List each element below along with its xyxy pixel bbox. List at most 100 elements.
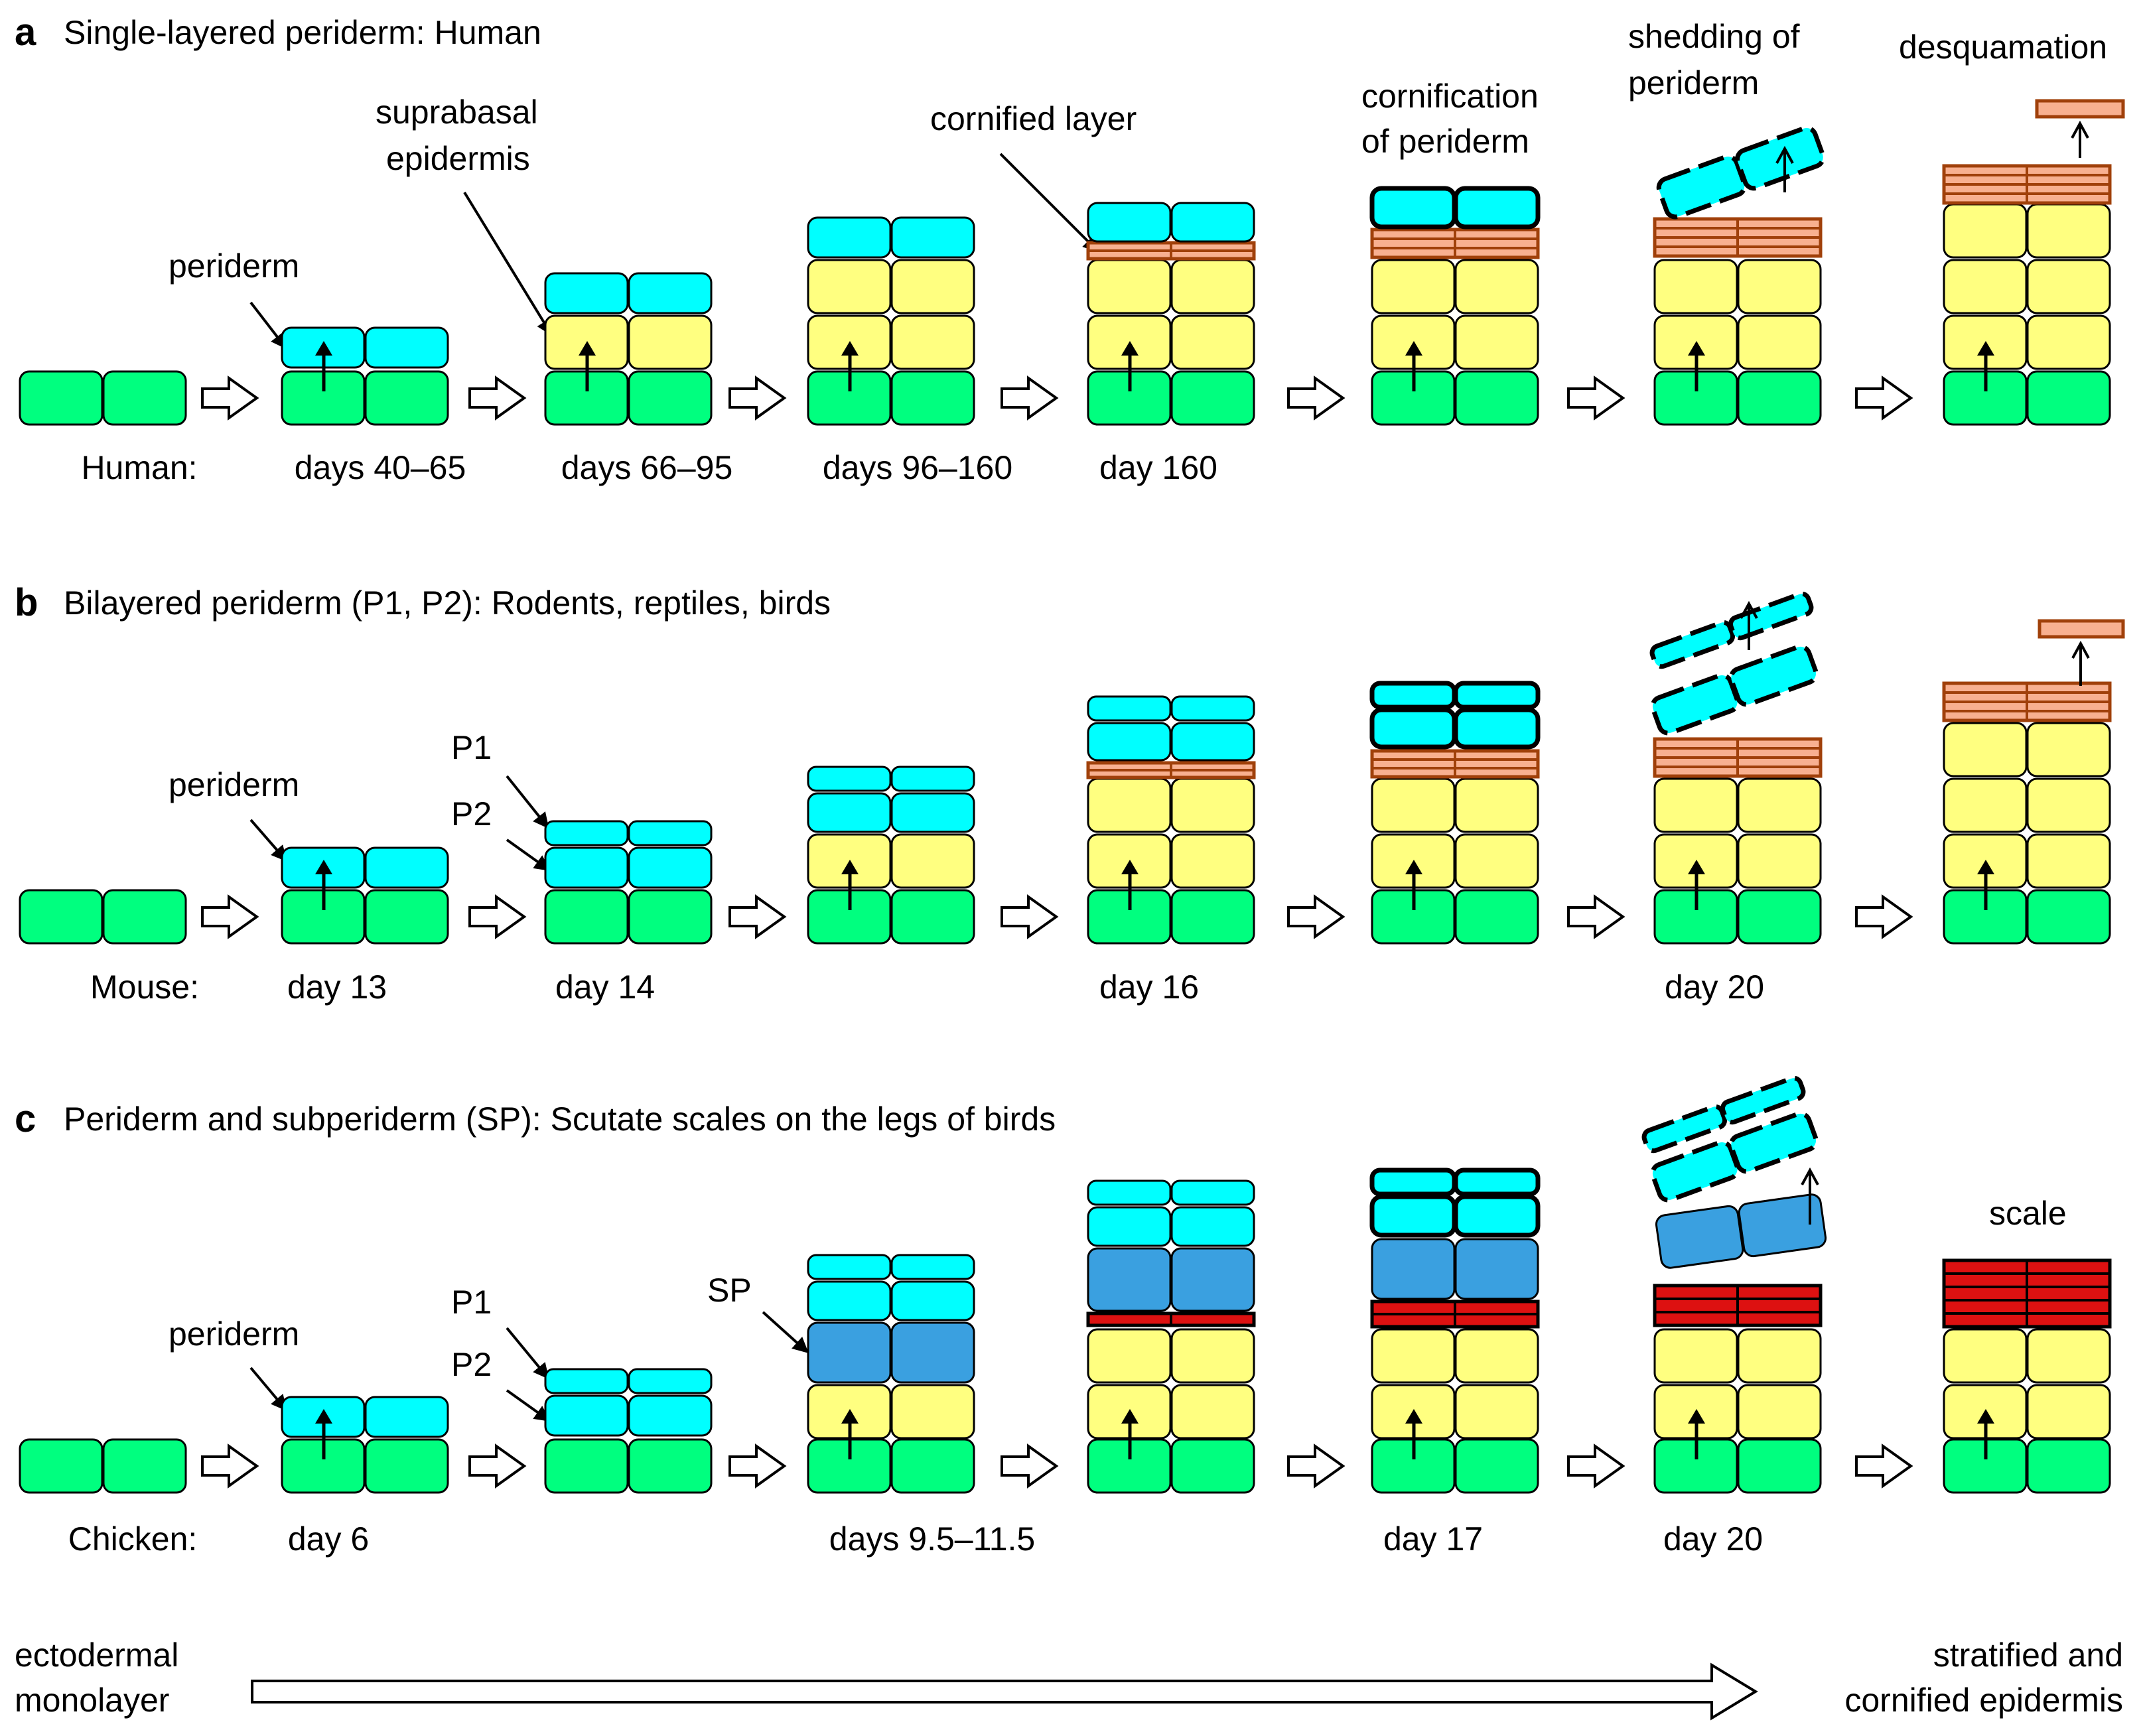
subperiderm-cell	[1087, 1247, 1172, 1312]
periderm-cell	[1087, 1206, 1172, 1247]
suprabasal-cell	[628, 314, 713, 370]
panel-c-stage-labels: Chicken: day 6 days 9.5–11.5 day 17 day …	[68, 1520, 1763, 1558]
sp-label: SP	[707, 1272, 752, 1309]
periderm-cell	[1453, 707, 1541, 750]
periderm-cell	[1656, 154, 1747, 220]
periderm-cell	[544, 846, 629, 889]
suprabasal-cell	[1170, 1384, 1255, 1439]
periderm-cell	[1453, 681, 1541, 710]
periderm-cell	[1170, 722, 1255, 762]
stage-arrow	[1287, 375, 1346, 421]
pointer-line	[463, 191, 553, 336]
periderm-cell	[544, 1394, 629, 1437]
footer-left-label: monolayer	[15, 1682, 169, 1719]
panel-b-annotations: periderm P1 P2	[169, 729, 551, 871]
basal-cell	[2026, 370, 2111, 426]
suprabasal-cell	[1737, 1328, 1822, 1384]
growth-arrowhead	[1405, 1409, 1422, 1424]
periderm-cell	[807, 1254, 892, 1280]
periderm-cell	[364, 326, 449, 369]
basal-cell	[19, 1438, 104, 1494]
species-label: Human:	[81, 449, 197, 486]
stage-label: day 20	[1665, 968, 1764, 1006]
periderm-cell	[1170, 202, 1255, 243]
basal-cell	[1170, 370, 1255, 426]
panel-c-stacks	[19, 1075, 2112, 1494]
pointer-line	[506, 1327, 549, 1380]
pointer-line	[999, 153, 1099, 253]
suprabasal-cell	[890, 833, 975, 889]
basal-cell	[890, 889, 975, 945]
growth-arrowhead	[841, 860, 859, 874]
suprabasal-cell	[1943, 1328, 2028, 1384]
periderm-cell	[1170, 695, 1255, 722]
basal-cell	[19, 370, 104, 426]
pointer-line	[249, 1367, 287, 1412]
suprabasal-cell	[2026, 203, 2111, 259]
stage-arrow	[728, 894, 787, 939]
stage-arrow	[201, 375, 259, 421]
periderm-cell	[628, 272, 713, 314]
basal-cell	[1737, 889, 1822, 945]
stage-arrow	[1001, 375, 1059, 421]
periderm-cell	[890, 1280, 975, 1321]
panel-b-stage-labels: Mouse: day 13 day 14 day 16 day 20	[90, 968, 1764, 1006]
growth-arrowhead	[315, 341, 332, 356]
growth-arrowhead	[315, 1409, 332, 1424]
suprabasal-cell	[2026, 777, 2111, 833]
cornified-layer-label: cornified layer	[930, 100, 1137, 137]
basal-cell	[628, 370, 713, 426]
suprabasal-cell	[1087, 1328, 1172, 1384]
species-label: Chicken:	[68, 1520, 198, 1558]
pointer-line	[249, 301, 287, 350]
pointer-line	[506, 1389, 551, 1422]
basal-cell	[890, 370, 975, 426]
suprabasal-cell	[1371, 1328, 1456, 1384]
panel-a-stacks	[19, 99, 2125, 426]
basal-cell	[364, 1438, 449, 1494]
p1-label: P1	[451, 729, 492, 766]
suprabasal-cell	[2026, 833, 2111, 889]
suprabasal-cell	[1087, 777, 1172, 833]
periderm-cell	[1728, 644, 1819, 707]
shedding-cells	[1655, 1193, 1827, 1269]
cornification-label: cornification	[1361, 78, 1539, 115]
suprabasal-cell	[1371, 777, 1456, 833]
periderm-cell	[628, 1368, 713, 1394]
periderm-cell	[1087, 1179, 1172, 1206]
periderm-label: periderm	[169, 1315, 299, 1353]
panel-b-stacks	[19, 591, 2125, 945]
suprabasal-cell	[1454, 314, 1539, 370]
footer-left-label: ectodermal	[15, 1636, 178, 1674]
stage-label: days 66–95	[561, 449, 733, 486]
periderm-cell	[1728, 1111, 1819, 1174]
basal-cell	[364, 889, 449, 945]
growth-arrowhead	[1977, 860, 1994, 874]
panel-c-title: Periderm and subperiderm (SP): Scutate s…	[64, 1101, 1056, 1138]
stage-arrow	[728, 1443, 787, 1489]
growth-arrowhead	[841, 341, 859, 356]
release-arrowhead	[1740, 600, 1758, 619]
stage-label: days 40–65	[295, 449, 466, 486]
periderm-cell	[807, 792, 892, 833]
stage-arrow	[1855, 1443, 1913, 1489]
periderm-cell	[890, 792, 975, 833]
periderm-cell	[1369, 681, 1457, 710]
stage-arrow	[1855, 894, 1913, 939]
periderm-cell	[1720, 1075, 1806, 1125]
stage-arrow	[1001, 1443, 1059, 1489]
stage-arrow	[1567, 894, 1626, 939]
panel-c-letter: c	[15, 1097, 36, 1140]
suprabasal-cell	[1170, 833, 1255, 889]
periderm-cell	[1369, 186, 1457, 230]
stage-label: days 9.5–11.5	[829, 1520, 1035, 1558]
suprabasal-cell	[1170, 314, 1255, 370]
suprabasal-cell	[2026, 259, 2111, 314]
periderm-cell	[364, 1396, 449, 1438]
shedding-cells	[1649, 591, 1814, 669]
suprabasal-cell	[1087, 259, 1172, 314]
growth-arrowhead	[1977, 1409, 1994, 1424]
p1-label: P1	[451, 1284, 492, 1321]
stage-label: day 6	[288, 1520, 369, 1558]
